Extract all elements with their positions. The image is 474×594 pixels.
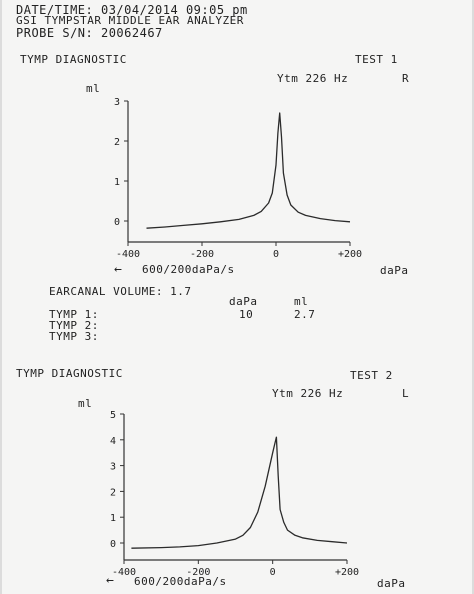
tymp1-label: TYMP 1: — [49, 308, 99, 321]
test2-y-tick-label: 3 — [110, 462, 116, 473]
probe-serial: PROBE S/N: 20062467 — [16, 26, 163, 40]
datetime-line: DATE/TIME: 03/04/2014 09:05 pm — [16, 3, 248, 17]
test1-x-unit: daPa — [380, 264, 409, 277]
test1-y-tick-label: 3 — [114, 97, 120, 108]
test1-probe-tone: Ytm 226 Hz — [277, 72, 349, 85]
test1-rate-arrow: ← — [114, 262, 123, 277]
test1-y-tick-label: 2 — [114, 137, 120, 148]
test2-rate-arrow: ← — [106, 573, 115, 588]
test1-x-tick-label: 0 — [273, 249, 279, 260]
test2-rate: 600/200daPa/s — [134, 575, 227, 588]
test1-x-tick-label: -400 — [116, 249, 140, 260]
test2-title: TYMP DIAGNOSTIC — [16, 367, 123, 380]
test2-ear: L — [402, 387, 410, 400]
test1-x-tick-label: -200 — [190, 249, 214, 260]
tymp1-ml: 2.7 — [294, 308, 316, 321]
tymp2-label: TYMP 2: — [49, 319, 99, 332]
test2-x-tick-label: 0 — [270, 567, 276, 578]
test1-y-unit: ml — [86, 82, 101, 95]
test2-x-unit: daPa — [377, 577, 406, 590]
test2-y-tick-label: 2 — [110, 487, 116, 498]
test1-ear: R — [402, 72, 410, 85]
tymp1-dapa: 10 — [239, 308, 254, 321]
test2-y-tick-label: 0 — [110, 539, 116, 550]
test2-x-tick-label: -200 — [186, 567, 210, 578]
test2-y-tick-label: 4 — [110, 436, 116, 447]
tymp3-label: TYMP 3: — [49, 330, 99, 343]
test2-y-unit: ml — [78, 397, 93, 410]
test1-title: TYMP DIAGNOSTIC — [20, 53, 127, 66]
test1-label: TEST 1 — [355, 53, 398, 66]
test2-y-tick-label: 5 — [110, 410, 116, 421]
test1-x-tick-label: +200 — [338, 249, 362, 260]
test2-probe-tone: Ytm 226 Hz — [272, 387, 344, 400]
test1-y-tick-label: 0 — [114, 217, 120, 228]
test1-series-line — [146, 112, 351, 229]
ear-canal-volume: EARCANAL VOLUME: 1.7 — [49, 285, 192, 298]
results-col-dapa: daPa — [229, 295, 258, 308]
test2-y-tick-label: 1 — [110, 513, 116, 524]
device-name: GSI TYMPSTAR MIDDLE EAR ANALYZER — [16, 14, 244, 27]
test2-x-tick-label: +200 — [335, 567, 359, 578]
results-col-ml: ml — [294, 295, 309, 308]
test2-label: TEST 2 — [350, 369, 393, 382]
test1-y-tick-label: 1 — [114, 177, 120, 188]
test2-x-tick-label: -400 — [112, 567, 136, 578]
test2-series-line — [131, 436, 348, 549]
test1-rate: 600/200daPa/s — [142, 263, 235, 276]
